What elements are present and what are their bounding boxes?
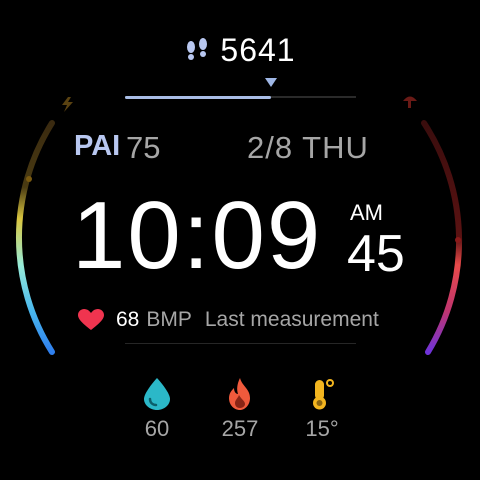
steps-row: 5641 xyxy=(0,30,480,70)
footprints-icon xyxy=(187,38,208,60)
right-arc-marker xyxy=(455,237,461,243)
pai-label: PAI xyxy=(74,130,121,162)
steps-progress-track xyxy=(125,78,356,99)
heart-rate-unit: BMP xyxy=(146,308,192,331)
heart-rate-row: 68 BMP Last measurement xyxy=(78,306,379,334)
date-text: 2/8 THU xyxy=(247,130,369,165)
left-arc-marker xyxy=(26,176,32,182)
steps-progress-marker xyxy=(265,78,277,87)
metric-calories: 257 xyxy=(210,378,270,442)
metric-temperature-value: 15° xyxy=(305,416,339,441)
thermometer-icon xyxy=(313,379,334,410)
metric-temperature: 15° xyxy=(292,378,352,442)
water-drop-icon xyxy=(144,378,170,410)
steps-value: 5641 xyxy=(220,31,296,68)
steps-progress-fill xyxy=(125,96,271,99)
left-battery-arc xyxy=(15,120,55,355)
flame-icon xyxy=(229,378,250,410)
heart-rate-value: 68 xyxy=(116,308,140,331)
time-seconds: 45 xyxy=(347,225,405,283)
heart-icon xyxy=(78,309,104,330)
lightning-icon xyxy=(62,97,73,112)
heart-rate-note: Last measurement xyxy=(204,308,379,331)
metric-humidity: 60 xyxy=(127,378,187,442)
right-arc-icon xyxy=(403,96,417,108)
metric-humidity-value: 60 xyxy=(144,416,170,441)
time-ampm: AM xyxy=(350,200,383,225)
time-hours-minutes: 10:09 xyxy=(72,182,323,289)
divider xyxy=(125,343,356,344)
metric-calories-value: 257 xyxy=(221,416,259,441)
right-heart-arc xyxy=(421,120,463,355)
pai-value: 75 xyxy=(126,130,161,165)
